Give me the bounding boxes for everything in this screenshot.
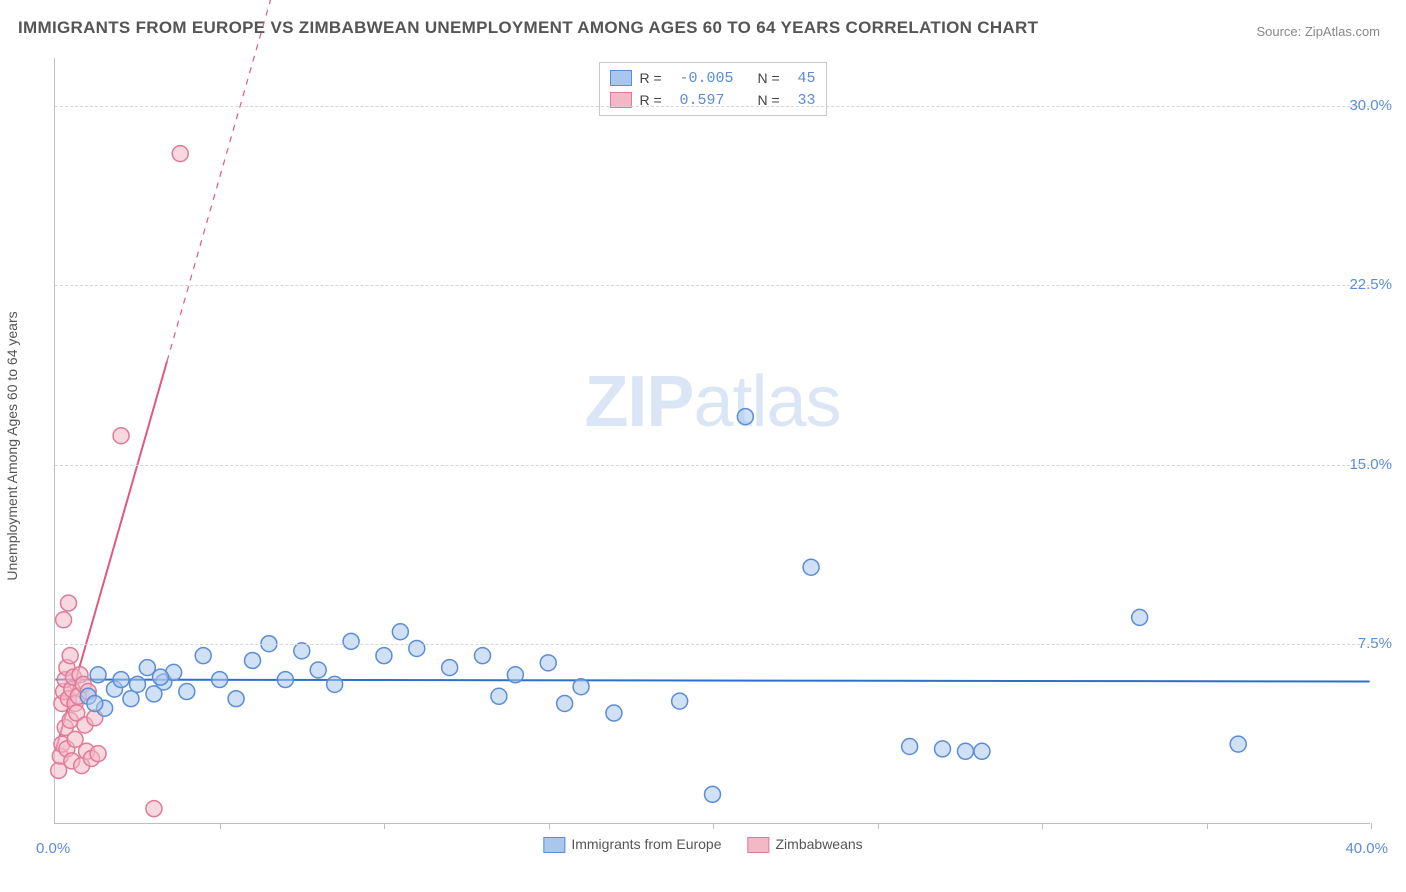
- x-tick: [1042, 823, 1043, 829]
- data-point: [573, 679, 589, 695]
- data-point: [90, 667, 106, 683]
- chart-plot-area: ZIPatlas R =-0.005N =45R = 0.597N =33: [54, 58, 1370, 824]
- x-tick: [1371, 823, 1372, 829]
- y-tick-label: 15.0%: [1349, 456, 1392, 473]
- source-attribution: Source: ZipAtlas.com: [1256, 24, 1380, 39]
- gridline: [55, 465, 1370, 466]
- data-point: [491, 688, 507, 704]
- data-point: [277, 672, 293, 688]
- data-point: [557, 695, 573, 711]
- data-point: [62, 648, 78, 664]
- data-point: [376, 648, 392, 664]
- data-point: [327, 676, 343, 692]
- y-tick-label: 7.5%: [1358, 635, 1392, 652]
- data-point: [56, 612, 72, 628]
- data-point: [146, 801, 162, 817]
- x-tick: [878, 823, 879, 829]
- legend-swatch: [543, 837, 565, 853]
- data-point: [902, 739, 918, 755]
- y-axis-label: Unemployment Among Ages 60 to 64 years: [4, 177, 20, 446]
- data-point: [61, 595, 77, 611]
- data-point: [974, 743, 990, 759]
- data-point: [245, 652, 261, 668]
- gridline: [55, 644, 1370, 645]
- data-point: [195, 648, 211, 664]
- gridline: [55, 285, 1370, 286]
- data-point: [123, 691, 139, 707]
- data-point: [212, 672, 228, 688]
- data-point: [442, 660, 458, 676]
- y-tick-label: 30.0%: [1349, 97, 1392, 114]
- legend-item: Zimbabweans: [748, 836, 863, 853]
- x-axis-origin-label: 0.0%: [36, 840, 70, 857]
- data-point: [737, 409, 753, 425]
- data-point: [672, 693, 688, 709]
- chart-title: IMMIGRANTS FROM EUROPE VS ZIMBABWEAN UNE…: [18, 18, 1038, 38]
- data-point: [113, 672, 129, 688]
- x-tick: [713, 823, 714, 829]
- data-point: [113, 428, 129, 444]
- y-tick-label: 22.5%: [1349, 276, 1392, 293]
- data-point: [705, 786, 721, 802]
- data-point: [310, 662, 326, 678]
- data-point: [172, 146, 188, 162]
- data-point: [475, 648, 491, 664]
- data-point: [803, 559, 819, 575]
- data-point: [179, 684, 195, 700]
- data-point: [1132, 609, 1148, 625]
- legend-swatch: [748, 837, 770, 853]
- data-point: [958, 743, 974, 759]
- x-tick: [220, 823, 221, 829]
- data-point: [606, 705, 622, 721]
- x-axis-max-label: 40.0%: [1345, 840, 1388, 857]
- x-tick: [384, 823, 385, 829]
- data-point: [935, 741, 951, 757]
- scatter-plot-svg: [55, 58, 1370, 823]
- data-point: [507, 667, 523, 683]
- x-tick: [1207, 823, 1208, 829]
- data-point: [343, 633, 359, 649]
- legend-label: Immigrants from Europe: [571, 836, 721, 852]
- data-point: [392, 624, 408, 640]
- data-point: [409, 640, 425, 656]
- data-point: [540, 655, 556, 671]
- data-point: [90, 746, 106, 762]
- data-point: [153, 669, 169, 685]
- data-point: [87, 695, 103, 711]
- series-legend: Immigrants from Europe Zimbabweans: [543, 836, 862, 853]
- data-point: [228, 691, 244, 707]
- data-point: [1230, 736, 1246, 752]
- gridline: [55, 106, 1370, 107]
- legend-label: Zimbabweans: [776, 836, 863, 852]
- data-point: [130, 676, 146, 692]
- x-tick: [549, 823, 550, 829]
- legend-item: Immigrants from Europe: [543, 836, 721, 853]
